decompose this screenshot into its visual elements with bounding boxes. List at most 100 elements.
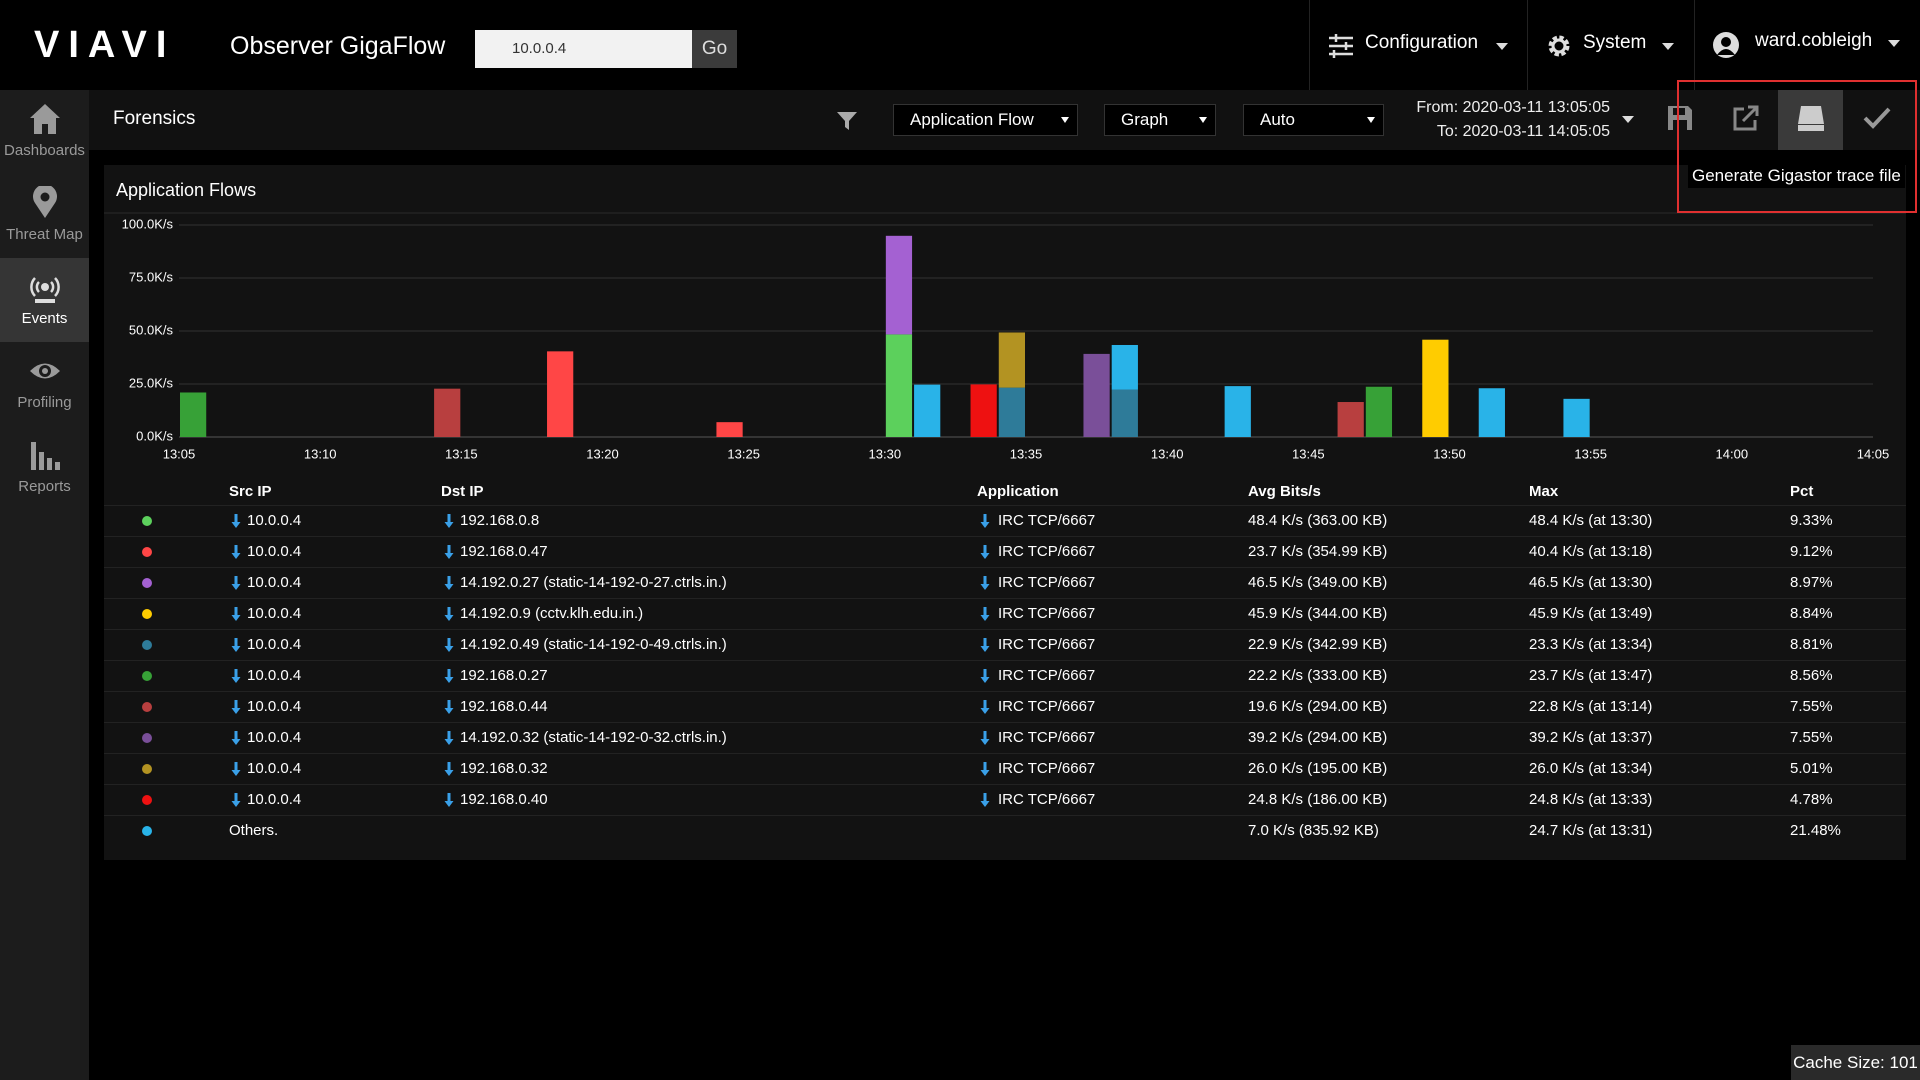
column-header: Application	[977, 483, 1059, 500]
src-ip: 10.0.0.4	[247, 698, 301, 715]
bar	[547, 351, 574, 437]
pct: 8.97%	[1790, 574, 1833, 591]
y-tick-label: 75.0K/s	[129, 269, 174, 284]
dst-ip: 192.168.0.32	[460, 760, 548, 777]
pct: 4.78%	[1790, 791, 1833, 808]
panel-title: Application Flows	[116, 180, 257, 200]
src-ip: 10.0.0.4	[247, 791, 301, 808]
src-ip: 10.0.0.4	[247, 667, 301, 684]
divider	[1527, 0, 1528, 90]
bar	[1111, 389, 1138, 437]
app-title: Observer GigaFlow	[230, 32, 446, 60]
src-ip: 10.0.0.4	[247, 512, 301, 529]
config-icon[interactable]	[1328, 34, 1354, 58]
dst-ip: 14.192.0.27 (static-14-192-0-27.ctrls.in…	[460, 574, 727, 591]
dst-ip: 14.192.0.9 (cctv.klh.edu.in.)	[460, 605, 643, 622]
configuration-menu[interactable]: Configuration	[1365, 32, 1479, 53]
x-tick-label: 13:05	[163, 446, 196, 461]
series-dot	[142, 547, 152, 557]
max: 24.8 K/s (at 13:33)	[1529, 791, 1652, 808]
bar	[1224, 386, 1251, 437]
direction-arrow	[444, 762, 454, 776]
direction-arrow	[231, 576, 241, 590]
pct: 8.84%	[1790, 605, 1833, 622]
filter-icon[interactable]	[836, 110, 858, 132]
system-menu[interactable]: System	[1583, 32, 1647, 53]
max: 26.0 K/s (at 13:34)	[1529, 760, 1652, 777]
direction-arrow	[980, 607, 990, 621]
max: 23.7 K/s (at 13:47)	[1529, 667, 1652, 684]
avg-bits: 26.0 K/s (195.00 KB)	[1248, 760, 1387, 777]
tooltip: Generate Gigastor trace file	[1688, 164, 1905, 188]
bar	[998, 332, 1025, 388]
view-dropdown[interactable]: Application Flow	[893, 104, 1078, 136]
direction-arrow	[980, 545, 990, 559]
series-dot	[142, 516, 152, 526]
divider	[1694, 0, 1695, 90]
pct: 8.56%	[1790, 667, 1833, 684]
column-header: Avg Bits/s	[1248, 483, 1321, 500]
nav-profiling[interactable]: Profiling	[0, 342, 89, 426]
max: 45.9 K/s (at 13:49)	[1529, 605, 1652, 622]
logo[interactable]: VIAVI	[34, 24, 176, 66]
direction-arrow	[980, 576, 990, 590]
series-dot	[142, 795, 152, 805]
direction-arrow	[980, 700, 990, 714]
avg-bits: 39.2 K/s (294.00 KB)	[1248, 729, 1387, 746]
src-ip: 10.0.0.4	[247, 729, 301, 746]
max: 48.4 K/s (at 13:30)	[1529, 512, 1652, 529]
direction-arrow	[980, 669, 990, 683]
x-tick-label: 14:05	[1857, 446, 1890, 461]
direction-arrow	[980, 731, 990, 745]
export-icon[interactable]	[1732, 104, 1760, 132]
nav-dashboards[interactable]: Dashboards	[0, 90, 89, 174]
x-tick-label: 13:55	[1574, 446, 1607, 461]
x-tick-label: 13:15	[445, 446, 478, 461]
user-menu[interactable]: ward.cobleigh	[1755, 30, 1873, 51]
go-button[interactable]: Go	[692, 30, 737, 68]
series-name: Others.	[229, 822, 278, 839]
bar	[1365, 386, 1393, 437]
x-tick-label: 14:00	[1716, 446, 1749, 461]
gear-icon[interactable]	[1546, 33, 1572, 59]
direction-arrow	[231, 762, 241, 776]
to-time[interactable]: To: 2020-03-11 14:05:05	[1436, 123, 1610, 140]
nav-label: Profiling	[17, 394, 72, 411]
pct: 9.12%	[1790, 543, 1833, 560]
pct: 21.48%	[1790, 822, 1841, 839]
pin-icon	[33, 186, 57, 218]
direction-arrow	[444, 669, 454, 683]
apply-icon[interactable]	[1862, 104, 1892, 132]
gigastor-icon[interactable]	[1796, 104, 1826, 132]
eye-icon	[30, 363, 60, 379]
series-dot	[142, 702, 152, 712]
search-input[interactable]: 10.0.0.4	[475, 30, 692, 68]
bar	[1422, 339, 1449, 437]
direction-arrow	[444, 638, 454, 652]
page-title: Forensics	[113, 108, 196, 129]
direction-arrow	[231, 638, 241, 652]
direction-arrow	[231, 545, 241, 559]
nav-events[interactable]: Events	[0, 258, 89, 342]
avg-bits: 48.4 K/s (363.00 KB)	[1248, 512, 1387, 529]
nav-threat-map[interactable]: Threat Map	[0, 174, 89, 258]
user-icon[interactable]	[1712, 31, 1740, 59]
src-ip: 10.0.0.4	[247, 543, 301, 560]
display-dropdown[interactable]: Graph	[1104, 104, 1216, 136]
resolution-dropdown[interactable]: Auto	[1243, 104, 1384, 136]
bar	[1083, 353, 1110, 437]
nav-label: Dashboards	[4, 142, 85, 159]
nav-label: Reports	[18, 478, 71, 495]
nav-reports[interactable]: Reports	[0, 426, 89, 510]
max: 46.5 K/s (at 13:30)	[1529, 574, 1652, 591]
src-ip: 10.0.0.4	[247, 636, 301, 653]
avg-bits: 23.7 K/s (354.99 KB)	[1248, 543, 1387, 560]
application: IRC TCP/6667	[998, 698, 1095, 715]
max: 24.7 K/s (at 13:31)	[1529, 822, 1652, 839]
top-bar: VIAVI Observer GigaFlow 10.0.0.4 Go Conf…	[0, 0, 1920, 90]
bar	[998, 387, 1025, 437]
from-time[interactable]: From: 2020-03-11 13:05:05	[1416, 99, 1610, 116]
save-icon[interactable]	[1666, 104, 1694, 132]
dst-ip: 192.168.0.8	[460, 512, 539, 529]
